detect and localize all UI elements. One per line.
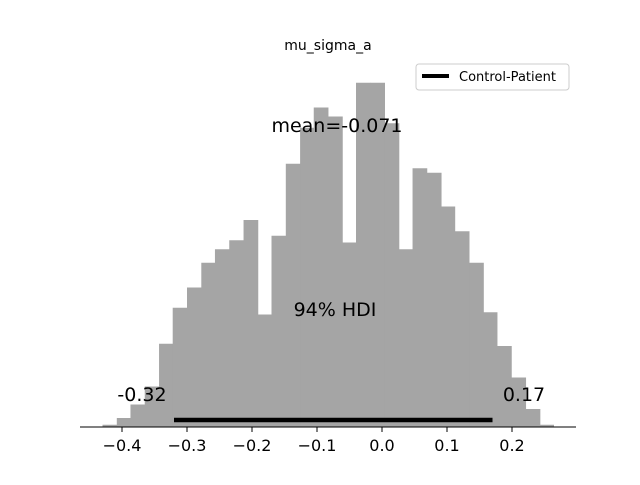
histogram-bar	[187, 287, 202, 427]
histogram-bar	[159, 343, 174, 427]
histogram-bar	[511, 377, 527, 427]
histogram-bar	[130, 404, 146, 427]
histogram-bar	[243, 220, 259, 427]
x-tick-label: 0.1	[434, 436, 459, 455]
histogram-bar	[172, 307, 188, 427]
histogram-bar	[201, 262, 216, 427]
legend: Control-Patient	[415, 63, 570, 91]
histogram-bar	[384, 123, 400, 427]
histogram-bar	[300, 127, 315, 427]
histogram-bar	[441, 206, 456, 427]
hdi-upper-label: 0.17	[503, 384, 545, 406]
mean-annotation: mean=-0.071	[271, 115, 402, 137]
histogram-bar	[525, 409, 541, 427]
x-tick-label: 0.2	[499, 436, 524, 455]
histogram-bar	[313, 107, 329, 427]
histogram-bar	[342, 242, 357, 427]
histogram-bar	[229, 240, 244, 427]
histogram-bar	[454, 231, 470, 427]
histogram-bar	[398, 249, 413, 427]
histogram-bar	[412, 168, 428, 427]
x-tick-label: −0.3	[168, 436, 207, 455]
histogram-bar	[539, 424, 554, 427]
histogram-bar	[214, 249, 230, 427]
histogram-bar	[469, 262, 484, 427]
histogram-bar	[102, 424, 118, 427]
histogram-bar	[257, 314, 272, 427]
histogram-bars	[102, 82, 554, 427]
histogram-bar	[497, 346, 512, 427]
x-tick-label: −0.2	[233, 436, 272, 455]
hdi-lower-label: -0.32	[117, 384, 166, 406]
histogram-bar	[426, 172, 442, 427]
hdi-label: 94% HDI	[294, 299, 377, 321]
histogram-bar	[116, 418, 131, 427]
histogram-bar	[271, 235, 287, 427]
histogram-bar	[328, 116, 343, 427]
histogram-bar	[370, 82, 385, 427]
histogram-bar	[356, 82, 371, 427]
legend-label: Control-Patient	[459, 70, 556, 85]
legend-frame	[415, 63, 570, 91]
x-axis-ticks: −0.4 −0.3 −0.2 −0.1 0.0 0.1 0.2	[103, 427, 525, 455]
histogram-bar	[483, 312, 498, 427]
histogram-bar	[144, 386, 160, 427]
x-tick-label: 0.0	[369, 436, 394, 455]
x-tick-label: −0.4	[103, 436, 142, 455]
chart-title: mu_sigma_a	[284, 38, 371, 54]
x-tick-label: −0.1	[298, 436, 337, 455]
histogram-bar	[285, 163, 301, 427]
